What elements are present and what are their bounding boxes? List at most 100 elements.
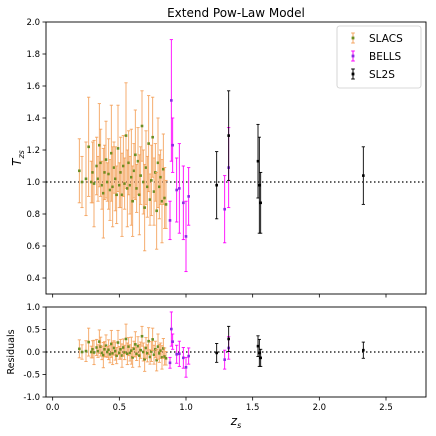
marker: [159, 349, 162, 352]
marker: [107, 172, 110, 176]
marker: [223, 358, 226, 361]
data-point-slacs: [87, 327, 91, 357]
marker: [215, 351, 218, 355]
marker: [84, 177, 88, 181]
data-point-slacs: [135, 346, 139, 361]
data-point-slacs: [80, 344, 84, 360]
marker: [114, 349, 117, 353]
marker: [164, 203, 168, 206]
marker: [227, 134, 230, 137]
marker: [130, 175, 133, 179]
data-point-sl2s: [361, 146, 365, 205]
marker: [150, 179, 153, 182]
data-point-slacs: [107, 138, 111, 210]
marker: [87, 145, 90, 149]
data-point-slacs: [119, 136, 123, 209]
data-point-slacs: [84, 141, 88, 217]
legend-frame: [336, 25, 422, 89]
marker: [170, 327, 173, 331]
marker: [127, 345, 130, 348]
marker: [99, 161, 102, 165]
marker: [118, 351, 121, 355]
marker: [122, 164, 125, 168]
data-point-sl2s: [215, 151, 219, 220]
marker: [127, 161, 130, 165]
marker: [259, 201, 262, 205]
marker: [128, 351, 132, 355]
marker: [162, 167, 165, 171]
marker: [95, 346, 98, 349]
data-point-bells: [187, 167, 191, 226]
marker: [134, 343, 137, 346]
y-tick-label: 0.6: [26, 242, 40, 252]
marker: [144, 346, 148, 350]
series-sl2s: [215, 90, 365, 234]
marker: [123, 182, 126, 185]
top-panel: Extend Pow-Law Model 0.4 0.6 0.8 1.0 1.2 1.4 1.…: [10, 6, 427, 298]
marker: [98, 340, 101, 343]
marker: [106, 180, 109, 184]
marker: [147, 339, 150, 343]
marker: [111, 185, 114, 189]
data-point-bells: [184, 200, 188, 273]
marker: [138, 354, 141, 357]
marker: [90, 350, 93, 354]
x-axis-label: zs: [230, 414, 241, 430]
data-point-sl2s: [259, 171, 263, 234]
marker: [256, 344, 260, 348]
data-point-bells: [171, 333, 175, 350]
marker: [163, 196, 166, 200]
legend-label: SLACS: [369, 33, 403, 45]
marker: [112, 346, 116, 350]
marker: [135, 352, 138, 356]
marker: [175, 188, 178, 192]
marker: [223, 207, 226, 211]
bottom-panel: -1.0 -0.5 0.0 0.5 1.0 0.0 0.5 1.0 1.5 2.0 2.5 Resid…: [6, 303, 427, 430]
x-tick-label: 0.5: [113, 403, 127, 413]
marker: [91, 348, 94, 351]
y-tick-label: 0.8: [26, 210, 40, 220]
marker: [140, 334, 144, 338]
marker: [146, 185, 149, 189]
marker: [362, 348, 365, 352]
y-axis-label: Residuals: [6, 329, 17, 374]
data-point-sl2s: [227, 325, 231, 352]
marker: [84, 349, 88, 353]
marker: [122, 346, 125, 349]
marker: [98, 143, 101, 147]
marker: [184, 366, 188, 369]
marker: [132, 347, 136, 351]
marker: [178, 187, 181, 190]
y-axis-label: Tzs: [10, 150, 26, 166]
marker: [187, 354, 190, 358]
marker: [168, 219, 172, 222]
marker: [160, 356, 164, 359]
y-tick-label: 1.0: [26, 303, 40, 313]
marker: [92, 182, 96, 185]
y-tick-label: -0.5: [23, 371, 40, 381]
marker: [143, 206, 146, 209]
data-point-bells: [177, 340, 181, 367]
x-tick-label: 2.5: [379, 403, 393, 413]
marker: [124, 337, 128, 341]
marker: [160, 199, 164, 203]
axes-frame: [45, 21, 427, 295]
marker: [139, 174, 142, 177]
marker: [178, 352, 181, 356]
marker: [104, 344, 108, 347]
x-tick-label: 2.0: [313, 403, 327, 413]
marker: [182, 201, 185, 205]
data-point-slacs: [115, 165, 119, 225]
marker: [156, 161, 160, 165]
marker: [142, 350, 145, 354]
marker: [126, 352, 129, 356]
marker: [134, 153, 137, 157]
marker: [171, 340, 174, 343]
marker: [102, 353, 105, 357]
series-slacs: [77, 82, 168, 252]
data-point-bells: [177, 143, 181, 234]
marker: [112, 166, 116, 169]
series-bells: [168, 39, 231, 273]
marker: [155, 209, 158, 213]
data-point-sl2s: [215, 343, 219, 363]
